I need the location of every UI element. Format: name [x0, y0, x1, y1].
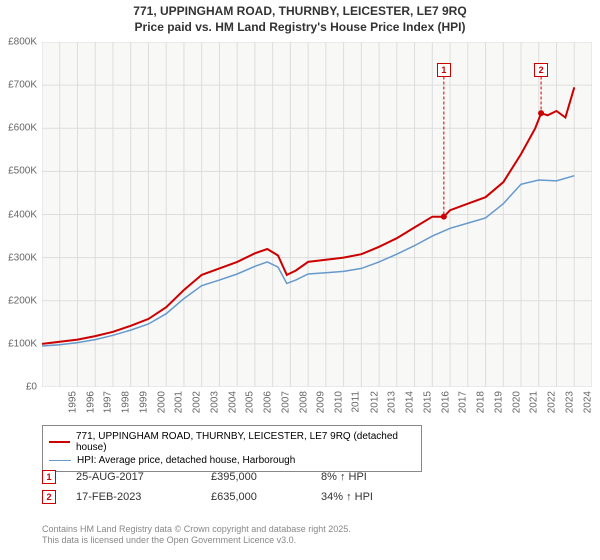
chart-svg	[42, 42, 592, 387]
sale-marker-1: 1	[437, 63, 451, 77]
xtick-label: 1997	[103, 391, 114, 413]
ytick-label: £500K	[8, 166, 37, 177]
ytick-label: £200K	[8, 295, 37, 306]
xtick-label: 2005	[245, 391, 256, 413]
xtick-label: 2001	[174, 391, 185, 413]
xtick-label: 2008	[298, 391, 309, 413]
xtick-label: 2012	[369, 391, 380, 413]
footer: Contains HM Land Registry data © Crown c…	[42, 524, 351, 547]
xtick-label: 1996	[85, 391, 96, 413]
xtick-label: 2002	[191, 391, 202, 413]
sale-date: 17-FEB-2023	[76, 491, 191, 503]
sale-price: £635,000	[211, 491, 301, 503]
xtick-label: 2021	[529, 391, 540, 413]
sale-marker-2: 2	[534, 63, 548, 77]
footer-line-1: Contains HM Land Registry data © Crown c…	[42, 524, 351, 535]
xtick-label: 2006	[262, 391, 273, 413]
xtick-label: 2014	[404, 391, 415, 413]
chart-area: £0£100K£200K£300K£400K£500K£600K£700K£80…	[42, 42, 592, 387]
xtick-label: 1998	[120, 391, 131, 413]
ytick-label: £0	[26, 382, 37, 393]
xtick-label: 2003	[209, 391, 220, 413]
sale-row: 2 17-FEB-2023 £635,000 34% ↑ HPI	[42, 490, 421, 504]
legend-swatch	[49, 460, 71, 461]
legend-item: 771, UPPINGHAM ROAD, THURNBY, LEICESTER,…	[49, 430, 415, 454]
xtick-label: 1999	[138, 391, 149, 413]
xtick-label: 2018	[475, 391, 486, 413]
title-line-1: 771, UPPINGHAM ROAD, THURNBY, LEICESTER,…	[0, 4, 600, 20]
legend: 771, UPPINGHAM ROAD, THURNBY, LEICESTER,…	[42, 425, 422, 472]
xtick-label: 2016	[440, 391, 451, 413]
title-line-2: Price paid vs. HM Land Registry's House …	[0, 20, 600, 36]
xtick-label: 2000	[156, 391, 167, 413]
title-block: 771, UPPINGHAM ROAD, THURNBY, LEICESTER,…	[0, 0, 600, 37]
legend-label: HPI: Average price, detached house, Harb…	[77, 455, 295, 466]
ytick-label: £600K	[8, 123, 37, 134]
sale-delta: 8% ↑ HPI	[321, 471, 421, 483]
ytick-label: £700K	[8, 80, 37, 91]
xtick-label: 2004	[227, 391, 238, 413]
sale-table: 1 25-AUG-2017 £395,000 8% ↑ HPI 2 17-FEB-2023…	[42, 470, 421, 510]
xtick-label: 2009	[316, 391, 327, 413]
xtick-label: 1995	[67, 391, 78, 413]
xtick-label: 2007	[280, 391, 291, 413]
xtick-label: 2020	[511, 391, 522, 413]
chart-container: 771, UPPINGHAM ROAD, THURNBY, LEICESTER,…	[0, 0, 600, 560]
ytick-label: £300K	[8, 252, 37, 263]
xtick-label: 2023	[564, 391, 575, 413]
sale-row-marker: 2	[42, 490, 56, 504]
sale-delta: 34% ↑ HPI	[321, 491, 421, 503]
xtick-label: 2013	[387, 391, 398, 413]
xtick-label: 2015	[422, 391, 433, 413]
sale-date: 25-AUG-2017	[76, 471, 191, 483]
ytick-label: £800K	[8, 37, 37, 48]
xtick-label: 2010	[333, 391, 344, 413]
legend-label: 771, UPPINGHAM ROAD, THURNBY, LEICESTER,…	[76, 431, 415, 453]
footer-line-2: This data is licensed under the Open Gov…	[42, 535, 351, 546]
xtick-label: 2022	[546, 391, 557, 413]
ytick-label: £100K	[8, 338, 37, 349]
sale-row: 1 25-AUG-2017 £395,000 8% ↑ HPI	[42, 470, 421, 484]
legend-swatch	[49, 441, 70, 443]
ytick-label: £400K	[8, 209, 37, 220]
sale-price: £395,000	[211, 471, 301, 483]
xtick-label: 2011	[350, 391, 361, 413]
xtick-label: 2017	[458, 391, 469, 413]
xtick-label: 2024	[582, 391, 593, 413]
xtick-label: 2019	[493, 391, 504, 413]
legend-item: HPI: Average price, detached house, Harb…	[49, 454, 415, 467]
sale-row-marker: 1	[42, 470, 56, 484]
